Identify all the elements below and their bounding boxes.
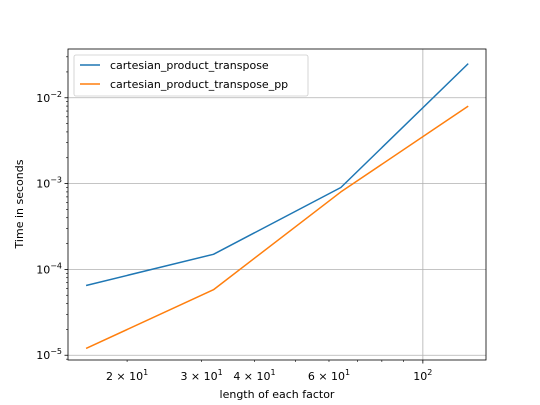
grid-lines	[68, 49, 486, 360]
series-lines	[85, 63, 469, 350]
legend-label-1: cartesian_product_transpose	[110, 59, 269, 72]
series-line-1	[85, 63, 469, 287]
series-line-2	[85, 105, 469, 350]
legend: cartesian_product_transpose cartesian_pr…	[73, 54, 309, 97]
x-axis-label: length of each factor	[220, 388, 335, 401]
legend-label-2: cartesian_product_transpose_pp	[110, 78, 288, 91]
plot-frame	[67, 48, 487, 361]
axis-ticks	[64, 56, 424, 364]
x-tick-label-minor-1: 3 × 101	[180, 368, 222, 383]
legend-box	[73, 54, 309, 97]
x-tick-label-minor-3: 6 × 101	[308, 368, 350, 383]
y-axis-label: Time in seconds	[13, 159, 26, 249]
x-tick-label-minor-0: 2 × 101	[106, 368, 148, 383]
x-tick-label-minor-2: 4 × 101	[233, 368, 275, 383]
plot-area	[68, 49, 486, 360]
